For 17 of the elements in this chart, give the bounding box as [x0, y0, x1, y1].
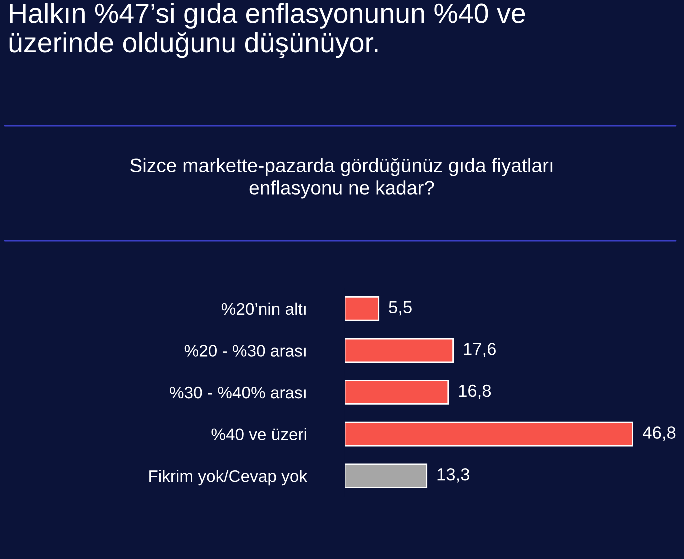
data-label: 13,3	[438, 468, 470, 483]
y-tick-label: %20 - %30 arası	[184, 345, 306, 357]
chart-subtitle: Sizce markette-pazarda gördüğünüz gıda fiyatları enflasyonu ne kadar?	[130, 158, 553, 199]
bar	[345, 464, 428, 488]
data-label: 5,5	[389, 301, 412, 316]
data-label: 17,6	[464, 343, 496, 358]
bar	[345, 422, 633, 447]
y-tick-label: %20’nin altı	[222, 302, 306, 316]
y-tick-label: Fikrim yok/Cevap yok	[150, 470, 308, 486]
y-tick-label: %30 - %40% arası	[170, 386, 306, 399]
bar	[345, 296, 380, 322]
chart-title: Halkın %47’si gıda enflasyonunun %40 ve üzerinde olduğunu düşünüyor.	[10, 3, 526, 58]
y-tick-label: %40 ve üzeri	[212, 428, 306, 441]
data-label: 46,8	[643, 426, 676, 442]
bar	[345, 338, 454, 364]
bar	[345, 380, 450, 405]
data-label: 16,8	[459, 384, 492, 400]
